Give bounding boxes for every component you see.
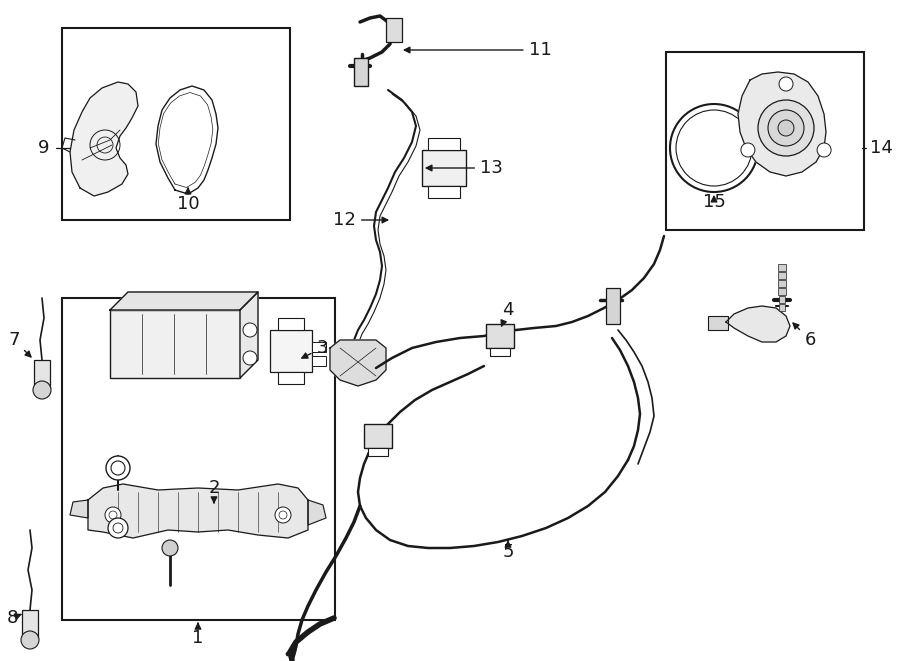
- Text: 6: 6: [793, 323, 815, 349]
- Circle shape: [33, 381, 51, 399]
- Text: 3: 3: [302, 339, 328, 358]
- Text: 5: 5: [502, 540, 514, 561]
- Circle shape: [106, 456, 130, 480]
- Circle shape: [778, 120, 794, 136]
- Bar: [666, 52, 864, 230]
- Bar: [778, 264, 786, 271]
- Circle shape: [21, 631, 39, 649]
- Bar: [62, 28, 290, 220]
- Bar: [386, 18, 402, 42]
- Bar: [606, 288, 620, 324]
- Bar: [428, 138, 460, 150]
- Bar: [422, 150, 466, 186]
- Polygon shape: [738, 72, 826, 176]
- Text: 11: 11: [404, 41, 552, 59]
- Text: 13: 13: [427, 159, 503, 177]
- Circle shape: [105, 507, 121, 523]
- Bar: [708, 316, 728, 330]
- Polygon shape: [110, 292, 258, 310]
- Circle shape: [113, 523, 123, 533]
- Polygon shape: [726, 306, 790, 342]
- Polygon shape: [330, 340, 386, 386]
- Circle shape: [109, 511, 117, 519]
- Bar: [312, 342, 326, 352]
- Text: 9: 9: [38, 139, 50, 157]
- Circle shape: [279, 511, 287, 519]
- Text: 15: 15: [703, 193, 725, 211]
- Bar: [278, 318, 304, 330]
- Circle shape: [275, 507, 291, 523]
- Bar: [22, 610, 38, 638]
- Polygon shape: [70, 500, 88, 518]
- Bar: [312, 356, 326, 366]
- Polygon shape: [308, 500, 326, 525]
- Bar: [34, 360, 50, 388]
- Bar: [778, 296, 786, 303]
- Text: 8: 8: [6, 609, 21, 627]
- Bar: [110, 310, 240, 378]
- Circle shape: [243, 351, 257, 365]
- Bar: [778, 304, 785, 311]
- Text: 10: 10: [176, 188, 199, 213]
- Circle shape: [243, 323, 257, 337]
- Bar: [778, 288, 786, 295]
- Circle shape: [741, 143, 755, 157]
- Circle shape: [817, 143, 831, 157]
- Text: 12: 12: [333, 211, 388, 229]
- Circle shape: [108, 518, 128, 538]
- Circle shape: [758, 100, 814, 156]
- Text: 1: 1: [193, 623, 203, 647]
- Bar: [368, 448, 388, 456]
- Polygon shape: [70, 82, 138, 196]
- Text: 14: 14: [870, 139, 893, 157]
- Polygon shape: [88, 484, 308, 538]
- Bar: [270, 330, 312, 372]
- Circle shape: [779, 77, 793, 91]
- Bar: [364, 424, 392, 448]
- Bar: [62, 298, 335, 620]
- Text: 2: 2: [208, 479, 220, 503]
- Bar: [778, 272, 786, 279]
- Circle shape: [768, 110, 804, 146]
- Bar: [278, 372, 304, 384]
- Bar: [778, 280, 786, 287]
- Circle shape: [162, 540, 178, 556]
- Bar: [486, 324, 514, 348]
- Bar: [490, 348, 510, 356]
- Bar: [428, 186, 460, 198]
- Text: 4: 4: [501, 301, 514, 326]
- Bar: [354, 58, 368, 86]
- Circle shape: [111, 461, 125, 475]
- Text: 7: 7: [8, 331, 31, 357]
- Polygon shape: [240, 292, 258, 378]
